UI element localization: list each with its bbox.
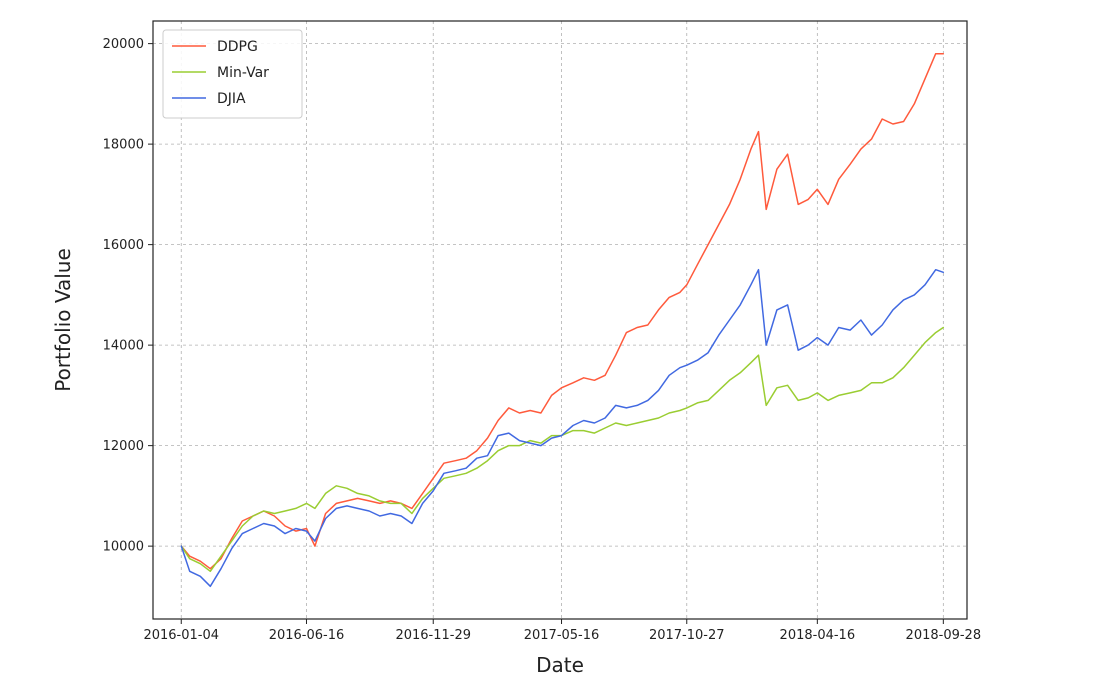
series-line-min-var: [180, 326, 945, 573]
x-tick-label: 2016-06-16: [269, 628, 345, 643]
legend-box: [162, 29, 303, 119]
x-axis-label: Date: [536, 653, 584, 677]
plot-frame: [152, 20, 968, 620]
x-tick-label: 2017-05-16: [524, 628, 600, 643]
series-line-ddpg: [180, 52, 945, 570]
x-tick-label: 2018-09-28: [906, 628, 982, 643]
y-tick-label: 16000: [103, 238, 144, 253]
series-layer: [180, 52, 945, 588]
legend-label-min-var: Min-Var: [217, 65, 269, 81]
grid: [153, 21, 967, 619]
x-tick-label: 2017-10-27: [649, 628, 725, 643]
x-tick-label: 2018-04-16: [780, 628, 856, 643]
y-tick-label: 14000: [103, 339, 144, 354]
legend: DDPG Min-Var DJIA: [162, 29, 303, 119]
y-tick-label: 12000: [103, 439, 144, 454]
y-tick-label: 20000: [103, 37, 144, 52]
legend-label-djia: DJIA: [217, 91, 246, 107]
x-tick-label: 2016-01-04: [143, 628, 219, 643]
x-tick-label: 2016-11-29: [395, 628, 471, 643]
legend-label-ddpg: DDPG: [217, 39, 258, 55]
y-tick-label: 10000: [103, 540, 144, 555]
y-axis-label: Portfolio Value: [51, 248, 75, 392]
axis-ticks: 2016-01-04 2016-06-16 2016-11-29 2017-05-16…: [103, 37, 981, 643]
y-tick-label: 18000: [103, 138, 144, 153]
series-line-djia: [180, 268, 945, 588]
